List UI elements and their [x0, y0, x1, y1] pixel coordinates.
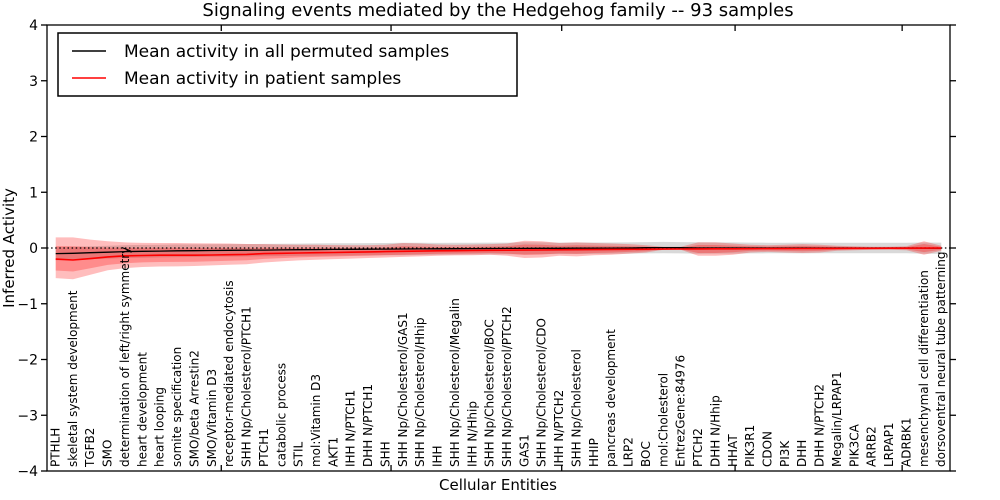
x-category-label: PI3K [778, 440, 792, 467]
axis-ticks-group [41, 24, 956, 472]
x-category-label: PIK3CA [847, 423, 861, 467]
x-category-label: mol:Cholesterol [656, 373, 670, 467]
x-category-label: DHH N/PTCH2 [813, 384, 827, 467]
x-category-label: CDON [761, 431, 775, 467]
x-category-label: mol:Vitamin D3 [309, 374, 323, 467]
y-axis-label: Inferred Activity [0, 188, 18, 308]
y-tick-label: −4 [17, 464, 38, 480]
y-tick-label: 2 [29, 130, 38, 146]
x-category-labels-group: PTHLH skeletal system development TGFB2 SMO… [49, 247, 949, 468]
x-category-label: heart looping [153, 387, 167, 467]
chart-title: Signaling events mediated by the Hedgeho… [202, 0, 793, 21]
x-category-label: SMO/Vitamin D3 [205, 369, 219, 467]
x-category-label: somite specification [170, 347, 184, 467]
x-category-label: SHH [378, 441, 392, 467]
y-tick-labels-group: 4 3 2 1 0 −1 −2 −3 −4 [17, 18, 38, 480]
patient-std-band-inner [55, 244, 942, 272]
x-category-label: IHH [431, 445, 445, 467]
x-category-label: PTCH2 [691, 428, 705, 467]
x-category-label: LRP2 [622, 437, 636, 467]
x-category-label: SHH Np/Cholesterol/Hhip [413, 318, 427, 467]
y-tick-label: 0 [29, 241, 38, 257]
x-category-label: AKT1 [326, 437, 340, 467]
x-category-label: EntrezGene:84976 [674, 355, 688, 467]
x-category-label: skeletal system development [66, 290, 80, 467]
legend: Mean activity in all permuted samples Me… [57, 32, 518, 97]
legend-label-patient: Mean activity in patient samples [124, 69, 401, 89]
x-category-label: DHH [795, 440, 809, 467]
x-category-label: SHH Np/Cholesterol/PTCH2 [500, 306, 514, 467]
x-category-label: SHH Np/Cholesterol/PTCH1 [240, 306, 254, 467]
legend-label-permuted: Mean activity in all permuted samples [124, 42, 449, 62]
x-category-label: SHH Np/Cholesterol/Megalin [448, 298, 462, 467]
x-category-label: dorsoventral neural tube patterning [934, 251, 948, 467]
x-category-label: SHH Np/Cholesterol/BOC [483, 319, 497, 467]
x-category-label: TGFB2 [83, 428, 97, 468]
x-category-label: PTHLH [49, 428, 63, 467]
y-tick-label: −1 [17, 297, 38, 313]
x-category-label: HHIP [587, 438, 601, 467]
lines-group [47, 246, 950, 261]
legend-box [57, 32, 518, 97]
x-category-label: Megalin/LRPAP1 [830, 371, 844, 467]
x-category-label: PTCH1 [257, 428, 271, 467]
x-axis-label: Cellular Entities [439, 476, 557, 494]
permuted-std-band [55, 241, 942, 261]
x-category-label: BOC [639, 441, 653, 467]
x-category-label: DHH N/PTCH1 [361, 384, 375, 467]
x-category-label: determination of left/right symmetry [118, 247, 132, 467]
x-category-label: receptor-mediated endocytosis [222, 280, 236, 467]
x-category-label: pancreas development [604, 329, 618, 467]
x-category-label: ARRB2 [865, 426, 879, 467]
x-category-label: heart development [135, 352, 149, 467]
x-category-label: SMO [101, 440, 115, 467]
x-category-label: LRPAP1 [882, 422, 896, 467]
x-category-label: ADRBK1 [899, 417, 913, 467]
y-tick-label: −3 [17, 408, 38, 424]
y-tick-label: 1 [29, 185, 38, 201]
x-category-label: catabolic process [274, 363, 288, 467]
x-category-label: SMO/beta Arrestin2 [187, 350, 201, 467]
x-category-label: IHH N/PTCH1 [344, 390, 358, 467]
x-category-label: IHH N/PTCH2 [552, 390, 566, 467]
y-tick-label: 4 [29, 18, 38, 34]
patient-mean-line [55, 247, 942, 261]
x-category-label: DHH N/Hhip [708, 395, 722, 467]
bands-group [55, 237, 942, 280]
x-category-label: SHH Np/Cholesterol/CDO [535, 318, 549, 467]
x-category-label: PIK3R1 [743, 425, 757, 467]
x-category-label: SHH Np/Cholesterol/GAS1 [396, 312, 410, 467]
x-category-label: SHH Np/Cholesterol [569, 349, 583, 467]
x-category-label: HHAT [726, 434, 740, 467]
x-category-label: mesenchymal cell differentiation [917, 270, 931, 467]
y-tick-label: −2 [17, 353, 38, 369]
y-tick-label: 3 [29, 74, 38, 90]
x-category-label: IHH N/Hhip [465, 401, 479, 467]
x-category-label: GAS1 [517, 434, 531, 467]
x-category-label: STIL [292, 442, 306, 467]
